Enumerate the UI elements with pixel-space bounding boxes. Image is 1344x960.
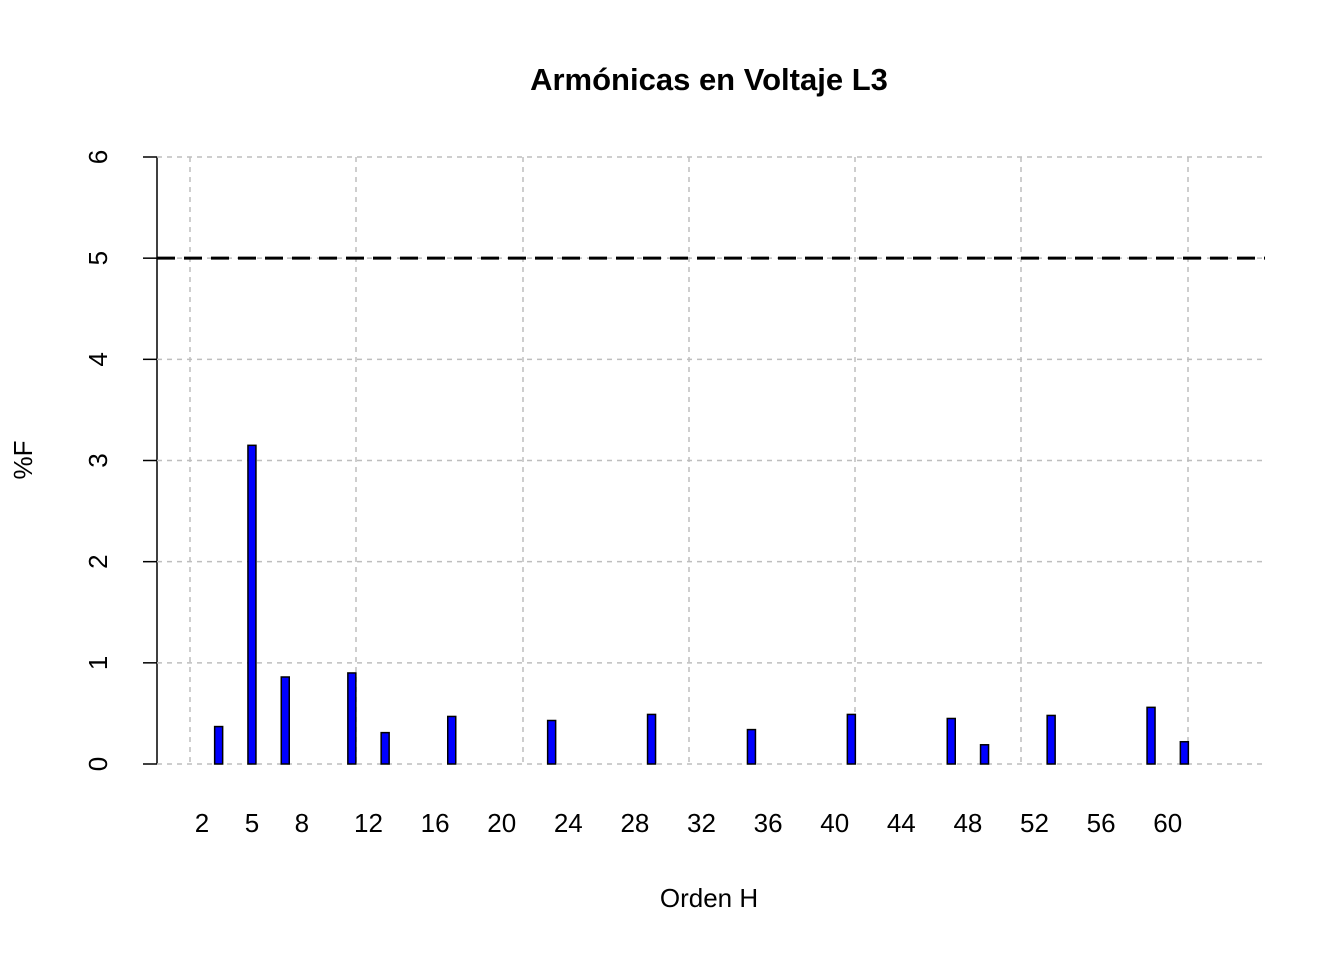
x-tick-label: 44 <box>887 808 916 838</box>
y-axis-label: %F <box>8 441 38 480</box>
y-tick-label: 2 <box>83 554 113 568</box>
y-tick-label: 5 <box>83 251 113 265</box>
x-tick-label: 48 <box>953 808 982 838</box>
x-tick-label: 32 <box>687 808 716 838</box>
bar <box>247 444 257 765</box>
y-tick-label: 4 <box>83 352 113 366</box>
x-tick-label: 8 <box>295 808 309 838</box>
bar <box>280 676 290 765</box>
x-tick-label: 16 <box>421 808 450 838</box>
bar <box>380 731 390 765</box>
bar <box>1046 714 1056 765</box>
bar <box>646 713 657 765</box>
x-tick-label: 24 <box>554 808 583 838</box>
bar <box>846 713 857 765</box>
y-tick-label: 3 <box>83 453 113 467</box>
x-tick-label: 28 <box>620 808 649 838</box>
bar <box>447 715 457 765</box>
x-tick-label: 5 <box>245 808 259 838</box>
bar <box>746 728 757 765</box>
bar <box>946 717 956 765</box>
bar <box>979 744 990 765</box>
bar <box>213 725 224 765</box>
x-tick-label: 60 <box>1153 808 1182 838</box>
x-axis-label: Orden H <box>660 883 758 913</box>
bar <box>347 672 357 765</box>
bar <box>546 719 557 765</box>
x-tick-label: 36 <box>754 808 783 838</box>
bar <box>1179 740 1190 765</box>
x-tick-label: 40 <box>820 808 849 838</box>
y-tick-label: 1 <box>83 656 113 670</box>
x-tick-label: 56 <box>1087 808 1116 838</box>
chart-title: Armónicas en Voltaje L3 <box>530 62 888 97</box>
y-tick-label: 6 <box>83 150 113 164</box>
x-tick-label: 20 <box>487 808 516 838</box>
bar <box>1146 706 1156 765</box>
y-tick-label: 0 <box>83 757 113 771</box>
x-tick-label: 12 <box>354 808 383 838</box>
x-tick-label: 52 <box>1020 808 1049 838</box>
x-tick-label: 2 <box>195 808 209 838</box>
